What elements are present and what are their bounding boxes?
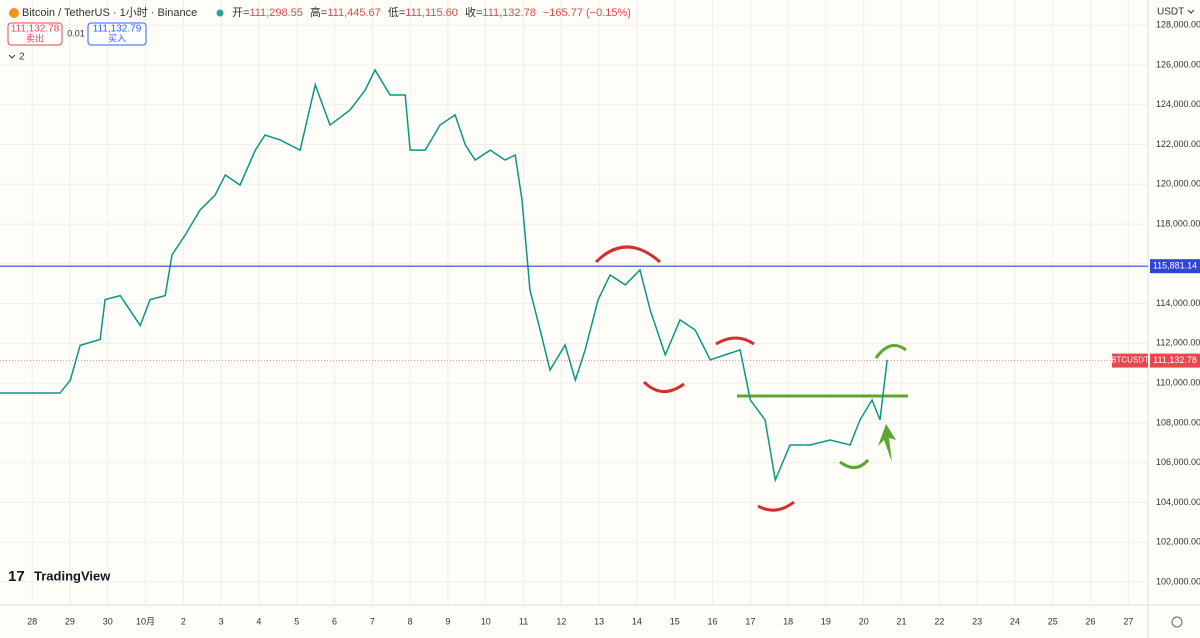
x-tick-label: 14	[632, 616, 642, 626]
x-tick-label: 25	[1048, 616, 1058, 626]
price-line	[0, 68, 888, 483]
annotation-arc	[839, 458, 870, 469]
y-tick-label: 120,000.00	[1156, 179, 1200, 189]
symbol-title[interactable]: Bitcoin / TetherUS · 1小时 · Binance	[22, 6, 197, 19]
y-tick-label: 104,000.00	[1156, 497, 1200, 507]
x-tick-label: 8	[408, 616, 413, 626]
x-tick-label: 6	[332, 616, 337, 626]
x-tick-label: 18	[783, 616, 793, 626]
y-tick-label: 106,000.00	[1156, 457, 1200, 467]
y-tick-label: 114,000.00	[1156, 298, 1200, 308]
y-tick-label: 100,000.00	[1156, 576, 1200, 586]
x-tick-label: 5	[294, 616, 299, 626]
sell-button[interactable]	[7, 22, 63, 46]
x-tick-label: 13	[594, 616, 604, 626]
symbol-label: BTCUSDT	[1111, 356, 1149, 365]
x-tick-label: 10	[481, 616, 491, 626]
logo-mark: 17	[8, 568, 25, 585]
ohlc-change: −165.77 (−0.15%)	[543, 7, 631, 19]
annotation-arc	[874, 344, 907, 359]
x-tick-label: 9	[445, 616, 450, 626]
y-tick-label: 102,000.00	[1156, 537, 1200, 547]
x-tick-label: 15	[670, 616, 680, 626]
x-tick-label: 30	[103, 616, 113, 626]
buy-button[interactable]	[87, 22, 147, 46]
symbol-icon	[9, 8, 19, 18]
y-tick-label: 112,000.00	[1156, 338, 1200, 348]
x-tick-label: 10月	[136, 616, 155, 626]
x-tick-label: 21	[897, 616, 907, 626]
x-tick-label: 7	[370, 616, 375, 626]
x-tick-label: 4	[256, 616, 261, 626]
x-tick-label: 27	[1123, 616, 1133, 626]
indicator-count[interactable]: 2	[19, 52, 25, 63]
level-label: 115,881.14	[1153, 261, 1197, 271]
ohlc-label: 低=	[388, 6, 405, 19]
annotation-arc	[757, 500, 795, 512]
annotation-arc	[715, 336, 755, 346]
last-price-box	[1150, 353, 1200, 368]
ohlc-label: 收=	[465, 5, 482, 19]
x-tick-label: 22	[934, 616, 944, 626]
x-tick-label: 20	[859, 616, 869, 626]
ohlc: 开=111,298.55 高=111,445.67 低=111,115.60 收…	[232, 5, 631, 19]
y-tick-label: 124,000.00	[1156, 99, 1200, 109]
ohlc-label: 开=	[232, 7, 249, 19]
annotation-arrow	[878, 424, 896, 462]
x-tick-label: 17	[745, 616, 755, 626]
x-tick-label: 19	[821, 616, 831, 626]
currency-dropdown[interactable]	[1187, 9, 1195, 14]
x-tick-label: 2	[181, 616, 186, 626]
y-tick-label: 108,000.00	[1156, 417, 1200, 427]
collapse-icon[interactable]	[8, 54, 16, 59]
brand: TradingView	[34, 568, 111, 583]
y-tick-label: 128,000.00	[1156, 20, 1200, 30]
spread: 0.01	[67, 28, 85, 38]
x-tick-label: 28	[27, 616, 37, 626]
x-tick-label: 23	[972, 616, 982, 626]
ohlc-value: 111,115.60	[405, 7, 458, 19]
ohlc-value: 111,132.78	[482, 7, 535, 19]
y-tick-label: 122,000.00	[1156, 139, 1200, 149]
x-tick-label: 3	[219, 616, 224, 626]
currency[interactable]: USDT	[1157, 7, 1184, 18]
last-price-label: 111,132.78	[1153, 355, 1197, 365]
status-dot	[216, 9, 224, 17]
x-tick-label: 29	[65, 616, 75, 626]
x-tick-label: 12	[556, 616, 566, 626]
sell-price: 111,132.78	[11, 24, 60, 35]
level-label-box	[1150, 259, 1200, 274]
ohlc-value: 111,298.55	[249, 7, 302, 19]
x-tick-label: 11	[519, 616, 528, 626]
sell-label: 卖出	[26, 32, 44, 43]
x-tick-label: 16	[708, 616, 718, 626]
y-tick-label: 118,000.00	[1156, 218, 1200, 228]
ohlc-label: 高=	[310, 5, 327, 19]
annotation-arc	[594, 245, 661, 264]
x-tick-label: 24	[1010, 616, 1020, 626]
symbol-label-box	[1112, 353, 1148, 368]
settings-icon[interactable]	[1171, 616, 1183, 628]
buy-price: 111,132.79	[93, 24, 142, 35]
ohlc-value: 111,445.67	[327, 7, 380, 19]
annotation-arc	[642, 380, 685, 393]
x-tick-label: 26	[1086, 616, 1096, 626]
buy-label: 买入	[108, 33, 126, 43]
y-tick-label: 110,000.00	[1156, 377, 1200, 387]
y-tick-label: 126,000.00	[1156, 59, 1200, 69]
